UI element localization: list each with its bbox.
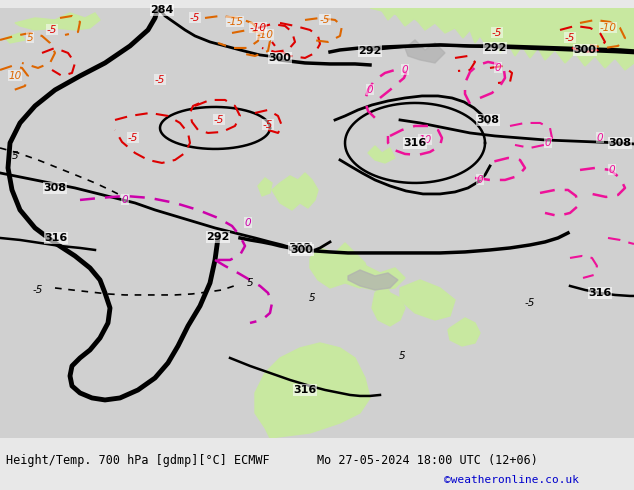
- Polygon shape: [405, 40, 445, 63]
- Text: 292: 292: [483, 43, 507, 53]
- Text: 5: 5: [309, 293, 315, 303]
- Text: -5: -5: [155, 75, 165, 85]
- Polygon shape: [480, 8, 634, 36]
- Text: -5: -5: [263, 120, 273, 130]
- Text: 5: 5: [11, 151, 18, 161]
- Text: 5: 5: [247, 278, 254, 288]
- Text: 308: 308: [44, 183, 67, 193]
- Polygon shape: [400, 280, 455, 320]
- Text: 5: 5: [399, 351, 405, 361]
- Text: 0: 0: [402, 65, 408, 75]
- Polygon shape: [255, 343, 370, 438]
- Text: -5: -5: [47, 25, 57, 35]
- Text: 316: 316: [44, 233, 68, 243]
- Text: -15: -15: [226, 17, 243, 27]
- Text: -5: -5: [33, 285, 43, 295]
- Text: -5: -5: [128, 133, 138, 143]
- Text: -5: -5: [190, 13, 200, 23]
- Polygon shape: [340, 263, 405, 290]
- Text: -10: -10: [600, 23, 616, 33]
- Polygon shape: [348, 270, 398, 290]
- Text: 5: 5: [27, 33, 34, 43]
- Text: 300: 300: [269, 53, 292, 63]
- Text: 0: 0: [545, 138, 552, 148]
- Text: 0: 0: [477, 175, 483, 185]
- Polygon shape: [272, 173, 318, 210]
- Text: 316: 316: [403, 138, 427, 148]
- Text: 308: 308: [477, 115, 500, 125]
- Text: 0: 0: [609, 165, 616, 175]
- Text: 0: 0: [122, 195, 128, 205]
- Text: 292: 292: [358, 46, 382, 56]
- Polygon shape: [258, 178, 272, 196]
- Text: -5: -5: [214, 115, 224, 125]
- Text: 316: 316: [588, 288, 612, 298]
- Polygon shape: [420, 8, 634, 33]
- Text: 0: 0: [597, 133, 604, 143]
- Polygon shape: [370, 8, 634, 30]
- Text: -5: -5: [320, 15, 330, 25]
- Text: 0: 0: [495, 63, 501, 73]
- Text: 284: 284: [150, 5, 174, 15]
- Text: -5: -5: [565, 33, 575, 43]
- Polygon shape: [368, 146, 395, 163]
- Text: ©weatheronline.co.uk: ©weatheronline.co.uk: [444, 475, 579, 485]
- Text: 0: 0: [366, 85, 373, 95]
- Text: -10: -10: [250, 23, 266, 33]
- Text: -10: -10: [257, 30, 273, 40]
- Text: 292: 292: [206, 232, 230, 242]
- Text: 10: 10: [8, 71, 22, 81]
- Polygon shape: [380, 8, 634, 70]
- Text: 308: 308: [609, 138, 631, 148]
- Polygon shape: [400, 8, 634, 46]
- Polygon shape: [310, 243, 370, 288]
- Text: 0: 0: [245, 218, 251, 228]
- Text: 300: 300: [574, 45, 597, 55]
- Polygon shape: [5, 33, 25, 43]
- Text: 316: 316: [294, 385, 316, 395]
- Polygon shape: [15, 13, 100, 30]
- Polygon shape: [372, 283, 405, 326]
- Text: 10: 10: [418, 135, 432, 145]
- Text: Height/Temp. 700 hPa [gdmp][°C] ECMWF: Height/Temp. 700 hPa [gdmp][°C] ECMWF: [6, 454, 270, 467]
- Text: -5: -5: [525, 298, 535, 308]
- Text: Mo 27-05-2024 18:00 UTC (12+06): Mo 27-05-2024 18:00 UTC (12+06): [317, 454, 538, 467]
- Polygon shape: [448, 318, 480, 346]
- Text: -5: -5: [492, 28, 502, 38]
- Text: 308: 308: [288, 243, 311, 253]
- Text: 300: 300: [290, 245, 313, 255]
